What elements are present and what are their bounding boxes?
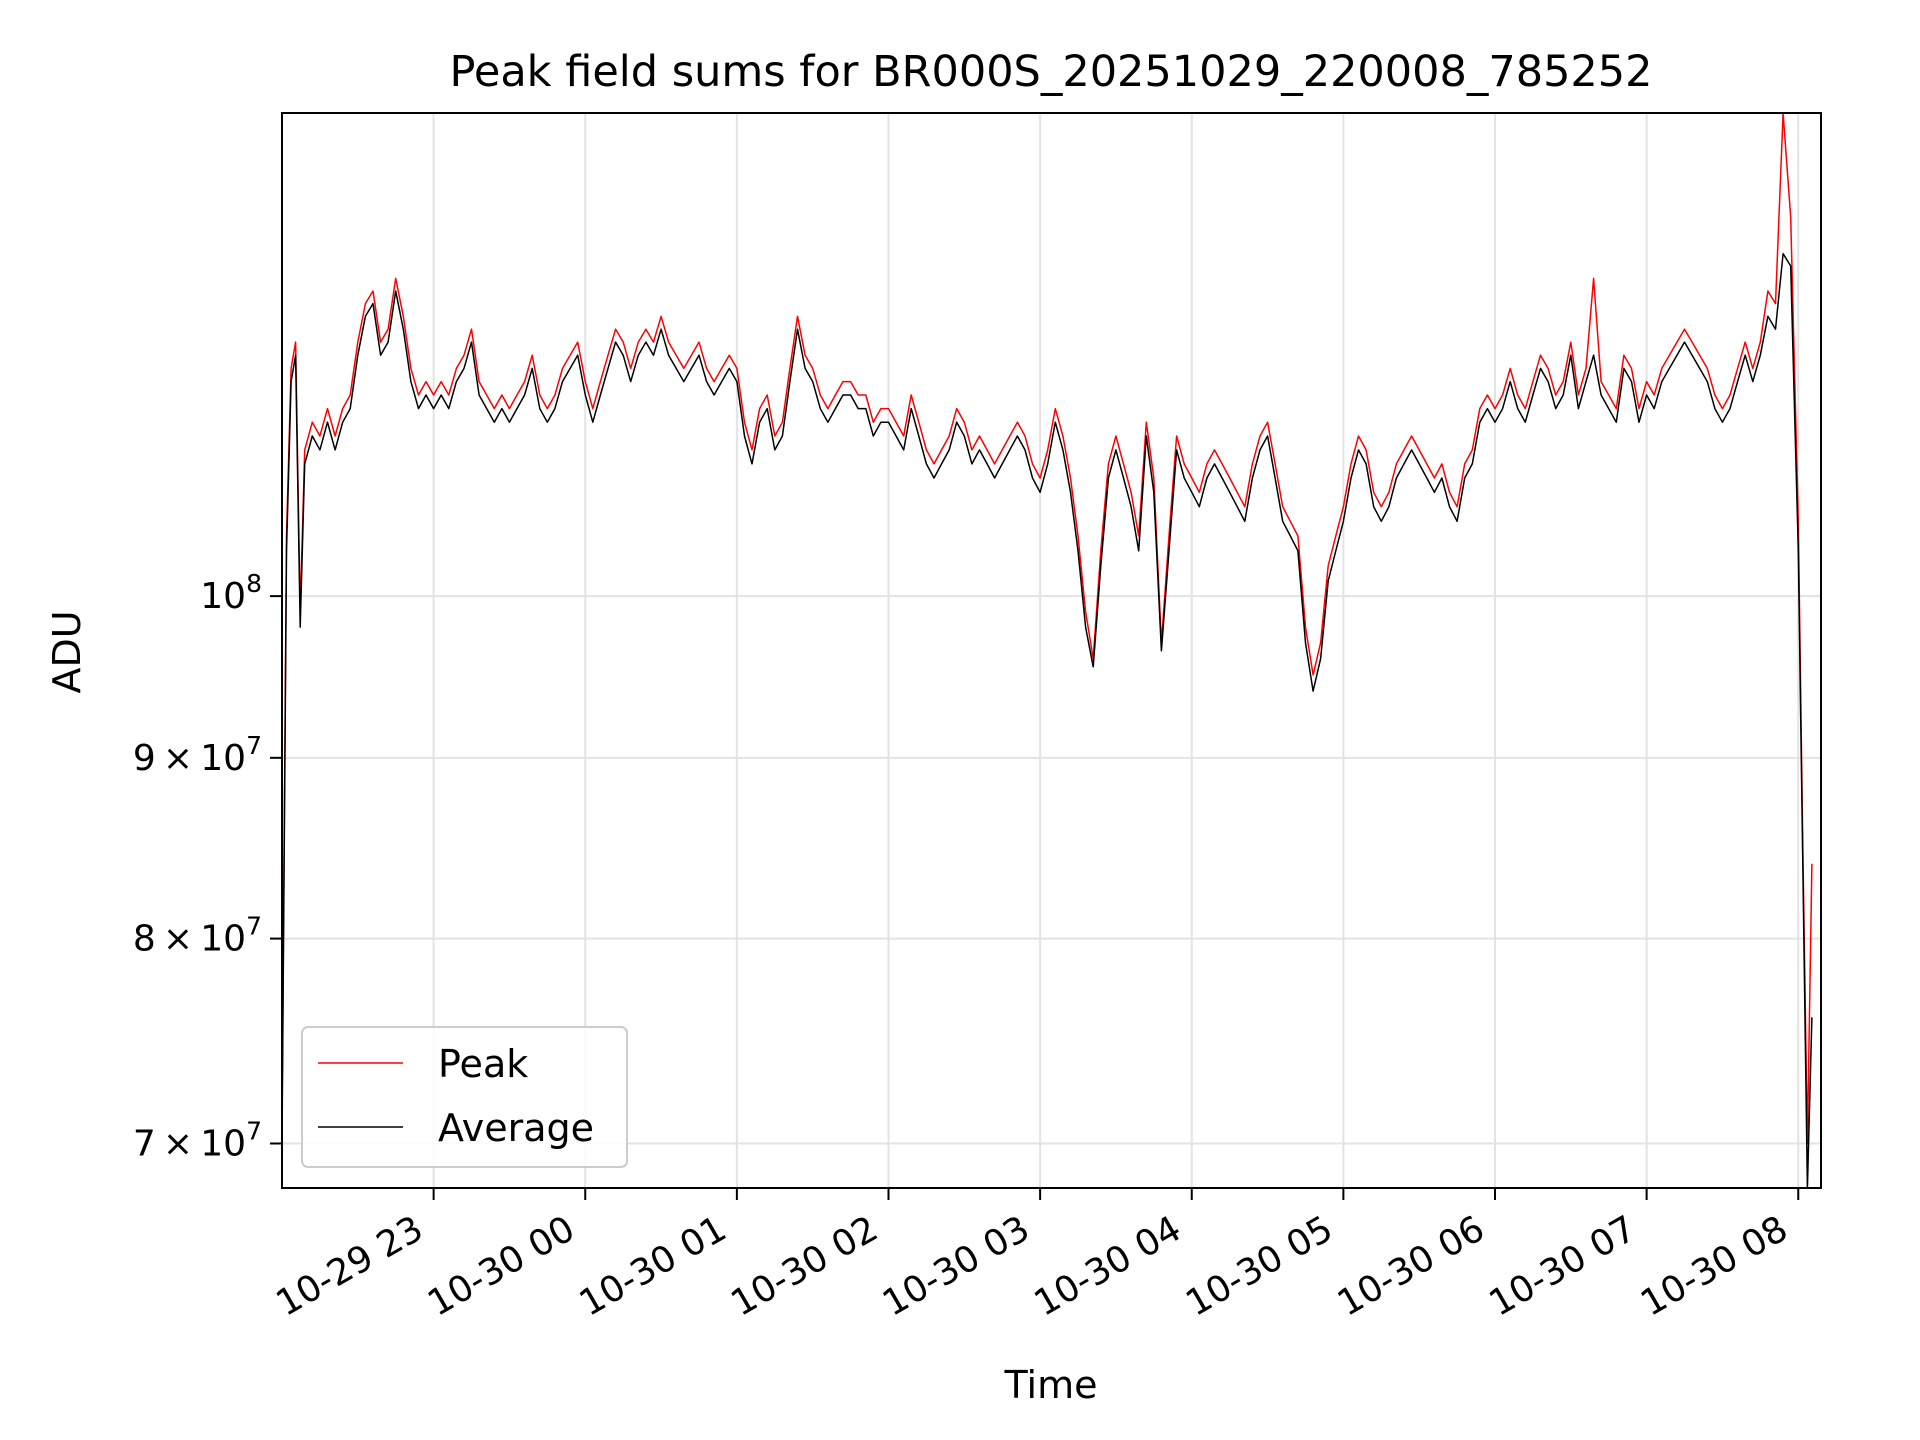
y-tick-label: 9 × 107 bbox=[133, 731, 262, 779]
legend-label-average: Average bbox=[438, 1106, 594, 1150]
legend-box bbox=[301, 1026, 628, 1168]
y-tick-label: 108 bbox=[200, 569, 262, 617]
plot-series bbox=[282, 113, 1813, 1188]
grid bbox=[282, 113, 1821, 1188]
y-axis-label: ADU bbox=[45, 610, 89, 693]
y-tick-label: 7 × 107 bbox=[133, 1117, 262, 1165]
y-tick-base: 9 × bbox=[133, 738, 200, 779]
y-tick-base: 10 bbox=[200, 919, 246, 960]
y-tick-exponent: 7 bbox=[246, 731, 262, 760]
y-tick-base: 7 × bbox=[133, 1124, 200, 1165]
y-tick-label: 8 × 107 bbox=[133, 912, 262, 960]
y-tick-base: 10 bbox=[200, 738, 246, 779]
series-line-average bbox=[282, 252, 1813, 1188]
chart-title: Peak field sums for BR000S_20251029_2200… bbox=[449, 47, 1652, 97]
y-tick-base: 10 bbox=[200, 576, 246, 617]
x-axis-label: Time bbox=[1004, 1363, 1098, 1407]
y-tick-exponent: 7 bbox=[246, 1117, 262, 1146]
legend: Peak Average bbox=[301, 1026, 628, 1168]
y-tick-exponent: 8 bbox=[246, 569, 262, 598]
y-tick-base: 8 × bbox=[133, 919, 200, 960]
series-line-peak bbox=[282, 113, 1813, 1145]
plot-frame bbox=[281, 112, 1822, 1189]
y-tick-exponent: 7 bbox=[246, 912, 262, 941]
y-tick-base: 10 bbox=[200, 1124, 246, 1165]
legend-label-peak: Peak bbox=[438, 1042, 528, 1086]
